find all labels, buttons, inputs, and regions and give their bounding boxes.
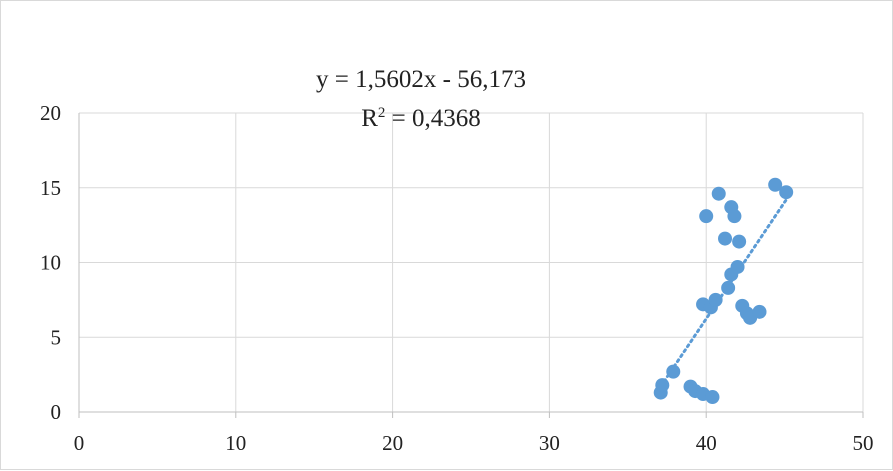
x-tick-labels: 0 10 20 30 40 50 bbox=[74, 431, 874, 455]
y-tick-label: 20 bbox=[40, 101, 61, 125]
data-point bbox=[705, 390, 720, 405]
trendline-path bbox=[659, 198, 788, 388]
data-point bbox=[711, 186, 726, 201]
x-tick-label: 40 bbox=[696, 431, 717, 455]
trendline bbox=[659, 198, 788, 388]
r-squared-value: = 0,4368 bbox=[385, 105, 480, 132]
trendline-equation: y = 1,5602x - 56,173 bbox=[316, 66, 526, 93]
data-point bbox=[768, 177, 783, 192]
data-point bbox=[752, 304, 767, 319]
data-points bbox=[653, 177, 794, 405]
data-point bbox=[655, 378, 670, 393]
data-point bbox=[718, 231, 733, 246]
r-squared-label: R2 = 0,4368 bbox=[361, 105, 481, 132]
data-point bbox=[708, 292, 723, 307]
x-tick-label: 20 bbox=[382, 431, 403, 455]
data-point bbox=[732, 234, 747, 249]
r-squared-superscript: 2 bbox=[378, 105, 386, 121]
r-squared-symbol: R bbox=[361, 105, 378, 132]
data-point bbox=[730, 259, 745, 274]
gridlines bbox=[79, 112, 864, 412]
data-point bbox=[699, 209, 714, 224]
y-tick-label: 10 bbox=[40, 251, 61, 275]
data-point bbox=[779, 185, 794, 200]
data-point bbox=[727, 209, 742, 224]
data-point bbox=[666, 364, 681, 379]
x-tick-label: 10 bbox=[225, 431, 246, 455]
axes bbox=[78, 113, 864, 418]
x-tick-label: 30 bbox=[539, 431, 560, 455]
y-tick-label: 15 bbox=[40, 176, 61, 200]
x-tick-label: 50 bbox=[853, 431, 874, 455]
data-point bbox=[721, 280, 736, 295]
x-tick-label: 0 bbox=[74, 431, 85, 455]
y-tick-label: 5 bbox=[51, 325, 62, 349]
y-tick-labels: 0 5 10 15 20 bbox=[40, 101, 61, 424]
y-tick-label: 0 bbox=[51, 400, 62, 424]
